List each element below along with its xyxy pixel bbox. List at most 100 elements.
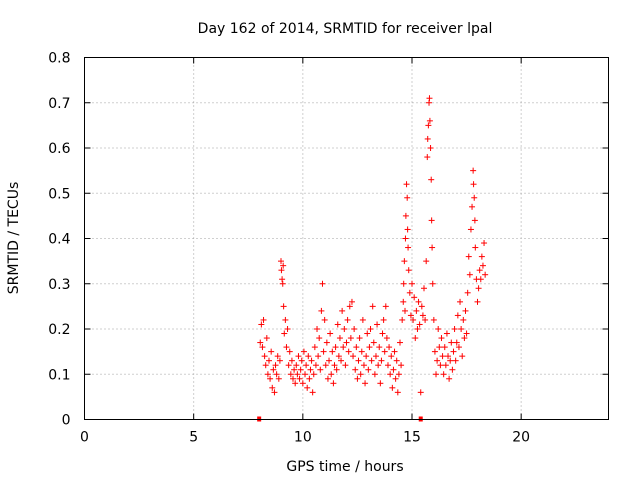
data-point <box>445 353 452 360</box>
data-point <box>291 366 298 373</box>
y-tick-label: 0.4 <box>48 232 70 248</box>
data-point <box>285 362 292 369</box>
data-point <box>475 285 482 292</box>
data-point <box>327 330 334 337</box>
data-point <box>392 375 399 382</box>
data-point <box>470 167 477 174</box>
data-point <box>360 362 367 369</box>
data-point <box>417 389 424 396</box>
y-tick-label: 0.3 <box>48 277 70 293</box>
data-point <box>261 353 268 360</box>
data-point <box>274 353 281 360</box>
data-point <box>376 344 383 351</box>
data-point <box>319 280 326 287</box>
data-point <box>268 348 275 355</box>
data-point <box>328 371 335 378</box>
data-point <box>377 380 384 387</box>
data-point <box>419 312 426 319</box>
data-point <box>286 348 293 355</box>
data-point <box>287 371 294 378</box>
data-point <box>343 339 350 346</box>
data-point <box>482 271 489 278</box>
data-point <box>293 362 300 369</box>
data-point <box>355 357 362 364</box>
data-point <box>306 375 313 382</box>
data-point <box>460 316 467 323</box>
data-point <box>342 362 349 369</box>
data-point <box>467 226 474 233</box>
data-point <box>454 312 461 319</box>
data-point <box>402 235 409 242</box>
x-tick-label: 10 <box>294 430 312 446</box>
data-point <box>423 258 430 265</box>
data-point <box>310 371 317 378</box>
data-point <box>282 316 289 323</box>
data-point <box>414 326 421 332</box>
data-point <box>396 339 403 346</box>
data-point <box>272 362 279 369</box>
data-point <box>370 339 377 346</box>
data-point <box>441 344 448 351</box>
data-point <box>401 258 408 265</box>
data-point <box>476 267 483 274</box>
data-point <box>257 339 264 346</box>
data-point <box>463 330 470 337</box>
data-point <box>280 303 287 310</box>
data-point <box>278 258 284 265</box>
data-point <box>415 298 422 305</box>
y-tick-label: 0.6 <box>48 141 70 157</box>
data-point <box>346 303 353 310</box>
data-point <box>276 357 283 364</box>
data-point <box>336 335 343 342</box>
y-axis-title: SRMTID / TECUs <box>6 182 22 295</box>
data-point <box>359 316 366 323</box>
data-point <box>477 276 484 283</box>
y-tick-label: 0.1 <box>48 367 70 383</box>
data-point <box>318 307 325 314</box>
data-point <box>345 348 352 355</box>
data-point <box>362 380 369 387</box>
data-point <box>439 353 446 360</box>
data-point <box>356 335 363 342</box>
data-point <box>312 362 319 369</box>
data-point <box>294 371 301 378</box>
data-point <box>434 357 441 364</box>
data-point <box>271 389 278 396</box>
y-tick-label: 0.8 <box>48 51 70 67</box>
data-point <box>418 303 425 310</box>
data-point <box>340 344 347 351</box>
data-point <box>424 154 431 161</box>
data-point <box>324 375 331 382</box>
data-point <box>329 348 336 355</box>
data-point <box>425 122 432 129</box>
data-point <box>459 353 466 360</box>
data-point <box>462 307 469 314</box>
data-point <box>350 353 357 360</box>
data-point <box>371 371 378 378</box>
y-tick-label: 0 <box>62 413 71 429</box>
data-point <box>258 321 265 328</box>
data-point <box>426 117 433 124</box>
data-point <box>429 280 436 287</box>
data-point <box>474 298 481 305</box>
data-point <box>440 371 447 378</box>
plot-frame <box>84 57 609 420</box>
data-point <box>296 375 303 382</box>
data-point <box>295 353 302 360</box>
data-point <box>446 375 453 382</box>
data-point <box>400 280 407 287</box>
data-point <box>378 357 385 364</box>
data-point <box>322 362 329 369</box>
data-point <box>403 181 410 188</box>
data-point <box>369 303 376 310</box>
data-point <box>280 262 287 269</box>
data-point <box>426 95 433 102</box>
data-point <box>262 362 269 369</box>
data-point <box>279 280 286 287</box>
data-point <box>382 303 389 310</box>
data-points <box>257 95 489 396</box>
data-point <box>398 362 405 369</box>
data-point <box>412 335 419 342</box>
data-point <box>290 375 297 382</box>
data-point <box>357 371 364 378</box>
